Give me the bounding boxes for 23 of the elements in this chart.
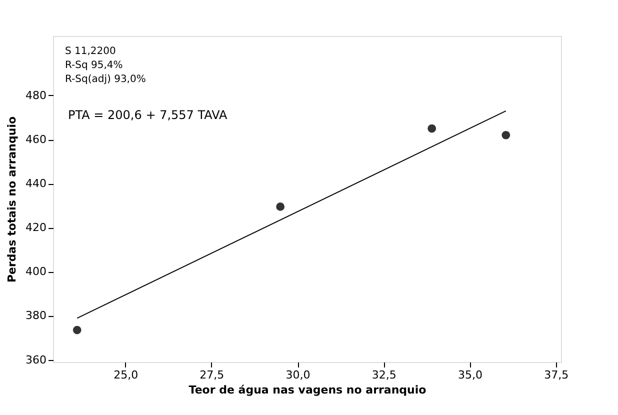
point	[72, 326, 82, 334]
x-tick-label: 25,0	[114, 368, 138, 382]
point	[502, 130, 510, 140]
x-axis-title: Teor de água nas vagens no arranquio	[188, 384, 427, 396]
annotation: R-Sq(adj) 93,0%	[65, 74, 146, 85]
y-tick-label: 360	[26, 353, 46, 366]
y-tick-label: 460	[26, 133, 46, 146]
annotation: R-Sq 95,4%	[65, 60, 123, 71]
x-tick-label: 27,5	[200, 368, 224, 382]
annotation: S 11,2200	[65, 46, 116, 57]
y-tick-label: 400	[26, 265, 46, 278]
point	[276, 202, 284, 211]
x-tick-label: 37,5	[544, 368, 569, 382]
x-tick-label: 35,0	[458, 368, 482, 382]
annotation: PTA = 200,6 + 7,557 TAVA	[68, 108, 228, 122]
y-tick-label: 480	[26, 88, 46, 102]
x-tick-label: 32,5	[372, 368, 396, 382]
y-axis-title: Perdas totais no arranquio	[6, 116, 19, 283]
x-tick-label: 30,0	[286, 368, 310, 382]
point	[428, 124, 436, 133]
y-tick-label: 380	[26, 309, 46, 322]
y-tick-label: 420	[26, 221, 46, 234]
y-tick-label: 440	[26, 177, 46, 190]
